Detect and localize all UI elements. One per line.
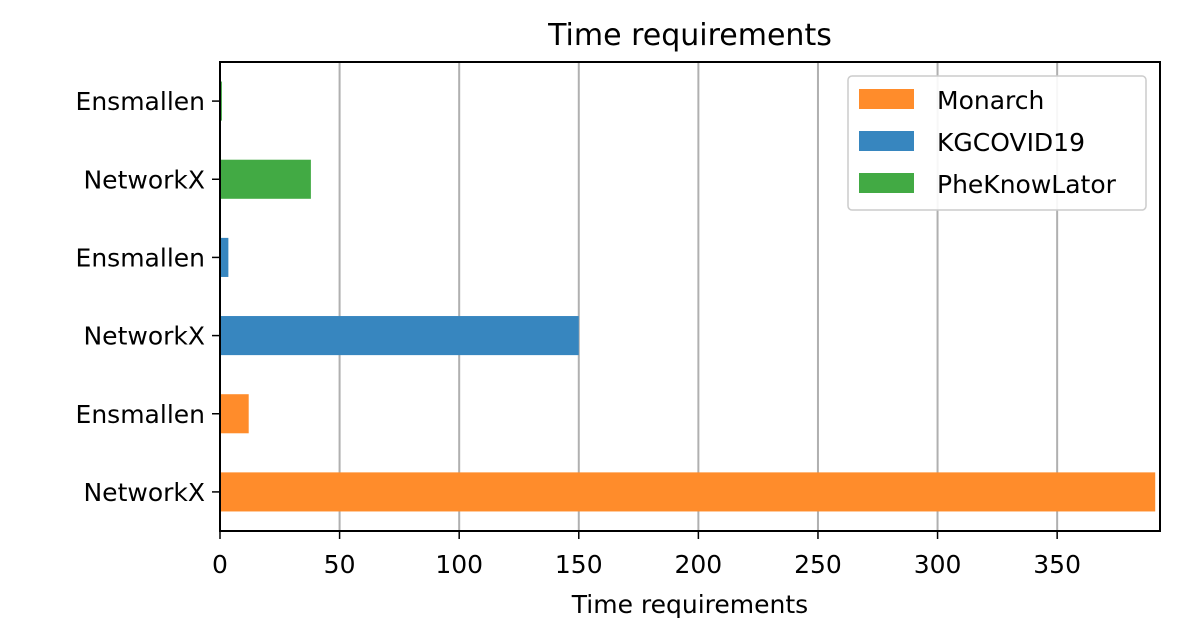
bar — [220, 394, 249, 434]
y-tick-label: NetworkX — [83, 478, 205, 507]
legend-label: KGCOVID19 — [937, 128, 1085, 157]
bar — [220, 316, 579, 356]
bar — [220, 159, 311, 199]
legend-box — [847, 75, 1147, 211]
x-tick-label: 300 — [914, 550, 962, 579]
x-tick-label: 350 — [1033, 550, 1081, 579]
bar — [220, 237, 229, 277]
x-axis-label: Time requirements — [571, 590, 808, 619]
legend: Monarch KGCOVID19 PheKnowLator — [847, 75, 1147, 211]
y-tick-label: NetworkX — [83, 322, 205, 351]
y-tick-label: Ensmallen — [76, 87, 205, 116]
legend-label: PheKnowLator — [937, 170, 1117, 199]
plot-frame — [219, 61, 1161, 532]
y-tick-label: NetworkX — [83, 165, 205, 194]
chart-title: Time requirements — [547, 18, 832, 53]
legend-swatch — [859, 173, 914, 193]
x-axis-ticks: 0 50 100 150 200 250 300 350 — [212, 531, 1081, 579]
legend-swatch — [859, 131, 914, 151]
legend-label: Monarch — [937, 86, 1044, 115]
y-tick-label: Ensmallen — [76, 243, 205, 272]
bars — [220, 81, 1156, 512]
y-axis-ticks: NetworkX Ensmallen NetworkX Ensmallen Networ… — [76, 87, 220, 507]
x-tick-label: 250 — [794, 550, 842, 579]
x-tick-label: 50 — [324, 550, 356, 579]
x-tick-label: 100 — [435, 550, 483, 579]
bar — [220, 472, 1156, 512]
legend-swatch — [859, 89, 914, 109]
y-tick-label: Ensmallen — [76, 400, 205, 429]
x-tick-label: 0 — [212, 550, 228, 579]
x-tick-label: 150 — [555, 550, 603, 579]
x-tick-label: 200 — [675, 550, 723, 579]
